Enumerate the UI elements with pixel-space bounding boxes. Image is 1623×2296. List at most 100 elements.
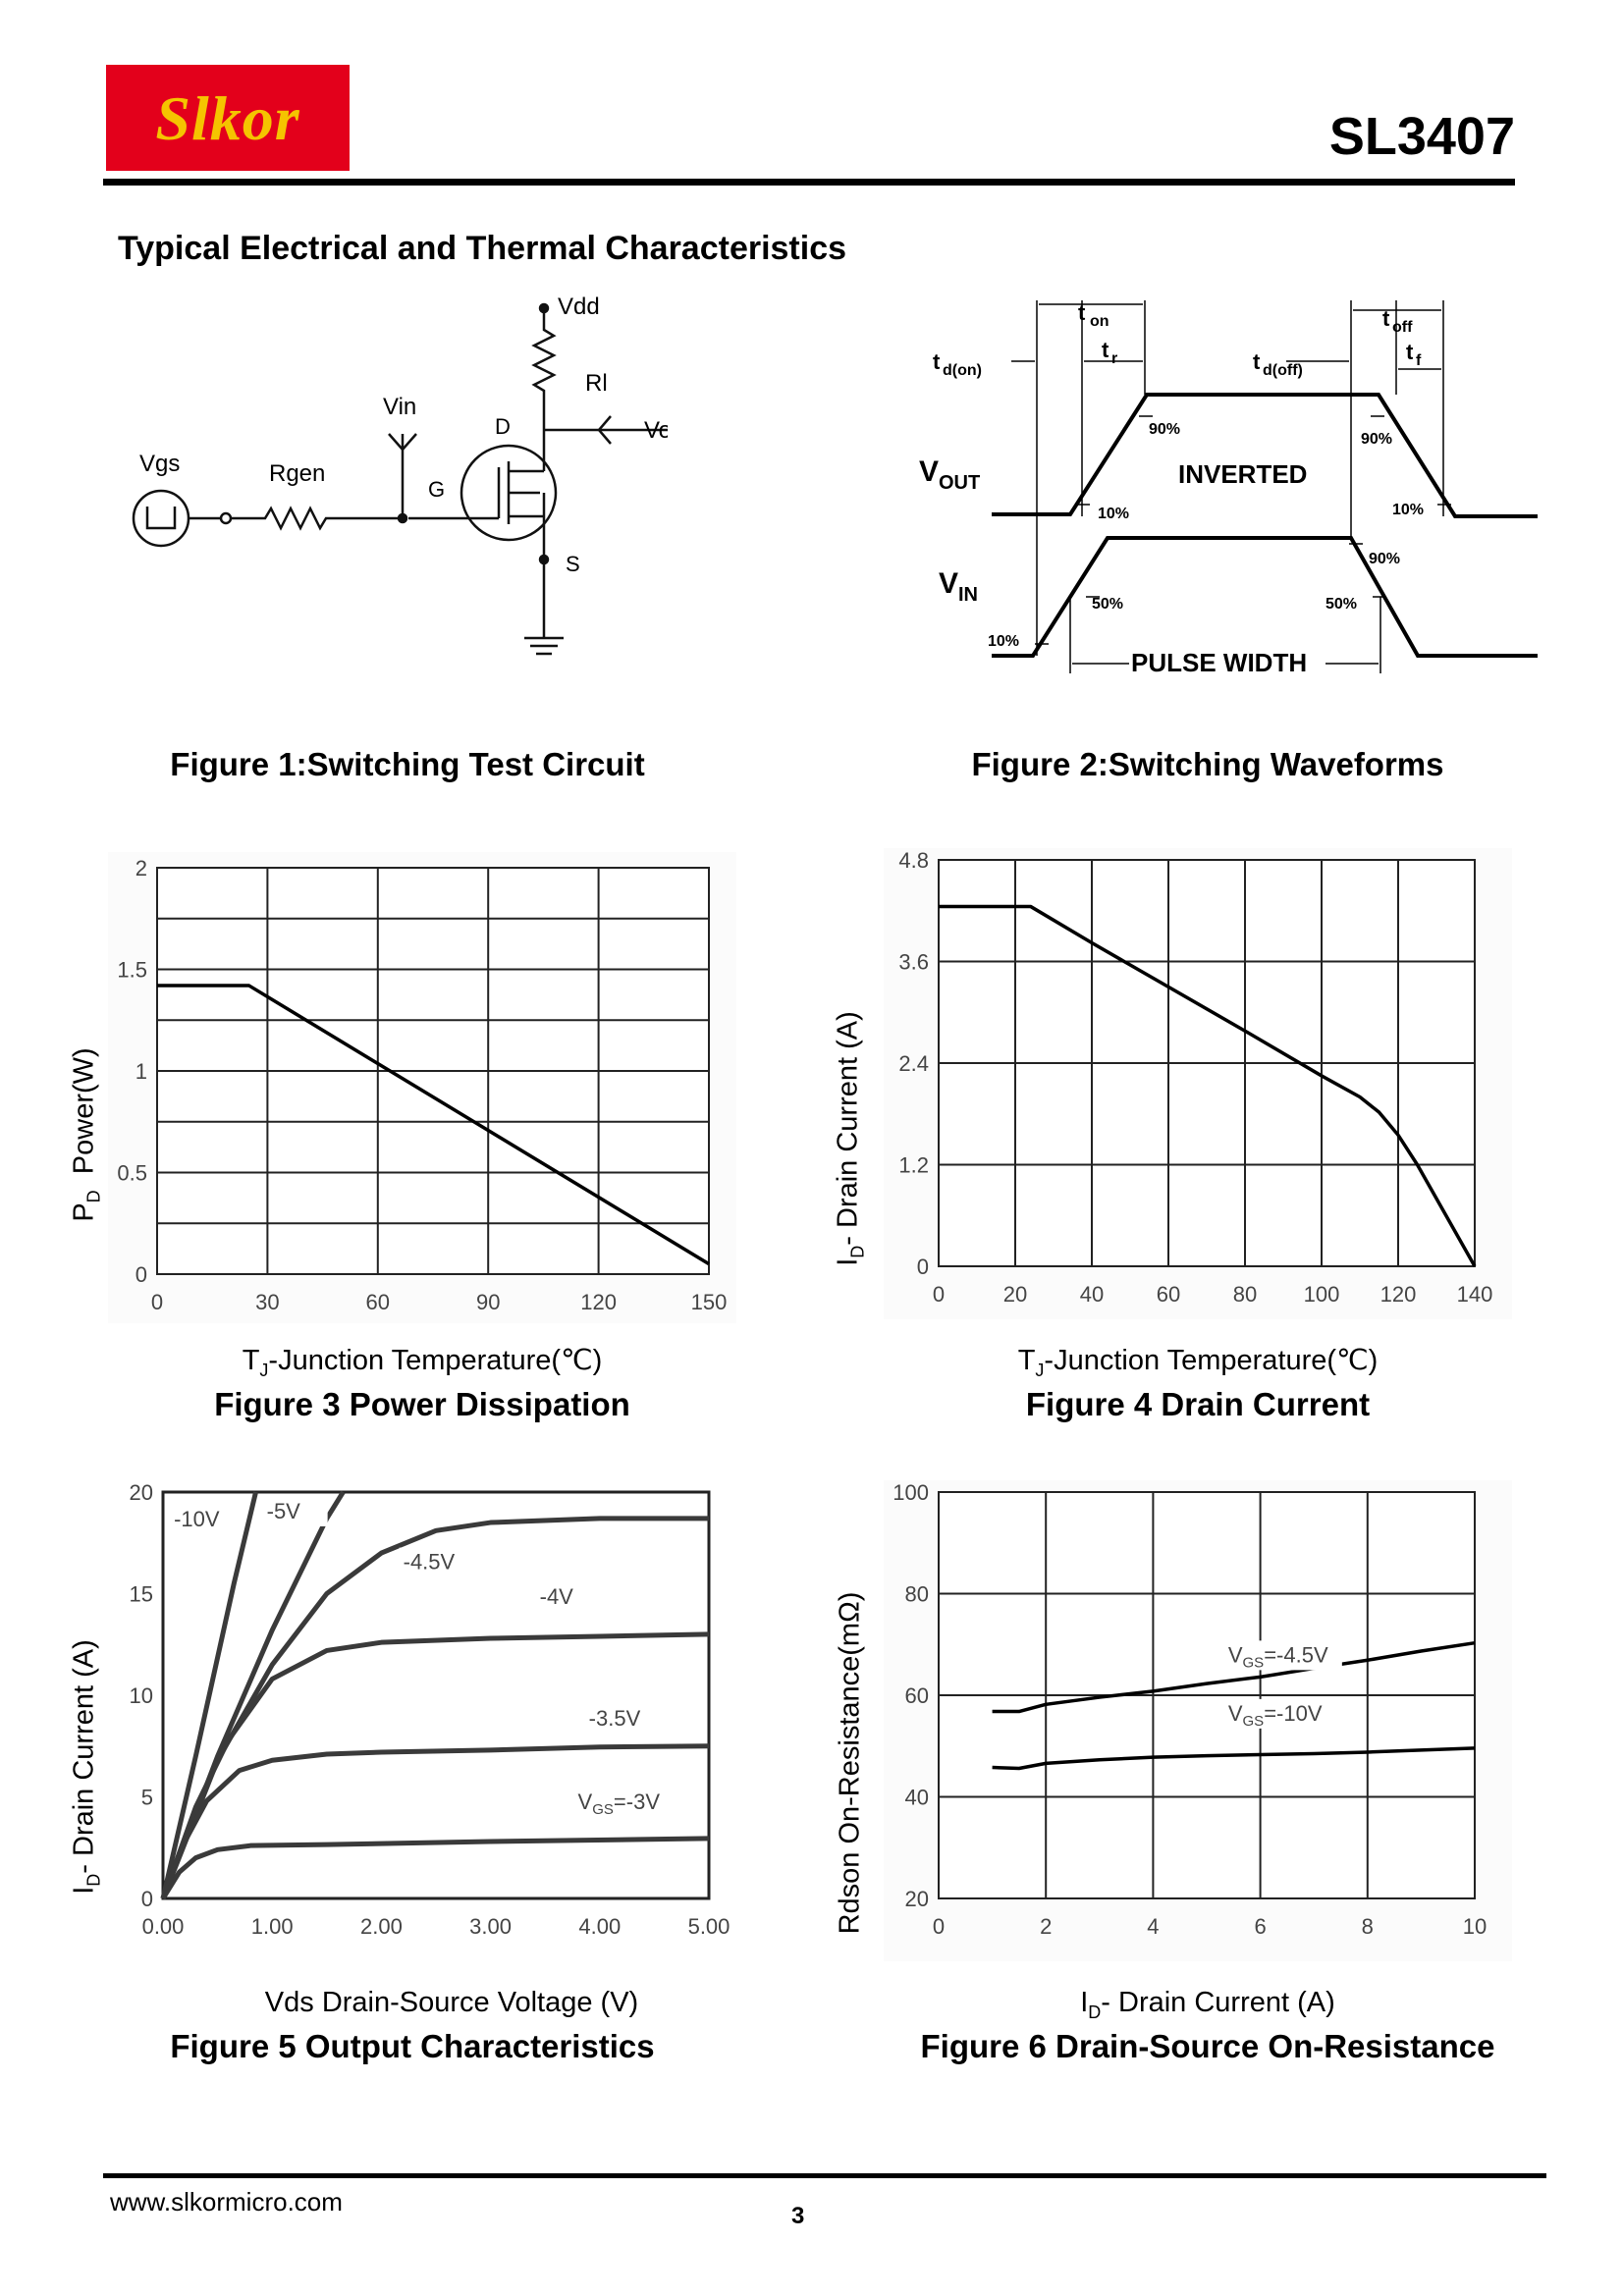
y-tick-label: 40 (905, 1786, 929, 1810)
label-10-fall: 10% (1392, 502, 1424, 518)
series-label-bg (170, 1505, 236, 1535)
fig3-ylabel: PD Power(W) (69, 1047, 105, 1221)
y-tick-label: 3.6 (898, 950, 929, 975)
label-tr: t (1102, 338, 1109, 362)
x-tick-label: 120 (1380, 1282, 1417, 1307)
fig3-ylabel-wrap: PD Power(W) (67, 1037, 106, 1233)
figure4-caption: Figure 4 Drain Current (1025, 1386, 1371, 1422)
switching-waveforms: t on t r t d(on) t d(off) t off t f V OU… (919, 300, 1538, 677)
label-toff: t (1382, 306, 1390, 331)
series-label-bg (262, 1496, 328, 1526)
x-tick-label: 2 (1040, 1914, 1052, 1939)
fig5-xlabel: Vds Drain-Source Voltage (V) (264, 1987, 639, 2018)
label-50-fall: 50% (1325, 596, 1357, 613)
fig5-ylabel-wrap: ID- Drain Current (A) (67, 1639, 106, 1895)
y-tick-label: 1 (135, 1059, 147, 1084)
fig3-xlabel-sub: J (259, 1360, 269, 1380)
label-90-rise: 90% (1149, 421, 1180, 438)
label-90-vin: 90% (1369, 551, 1400, 567)
series-line (157, 984, 710, 1266)
fig3-ylabel-rest: Power(W) (68, 1047, 100, 1191)
y-tick-label: 0 (917, 1255, 929, 1279)
footer-rule (103, 2173, 1546, 2178)
y-tick-label: 80 (905, 1582, 929, 1607)
series-label: VGS=-4.5V (1228, 1642, 1328, 1671)
fig3-xlabel: TJ-Junction Temperature(℃) (108, 1343, 736, 1381)
label-tdon-sub: d(on) (943, 362, 982, 379)
x-tick-label: 2.00 (360, 1914, 403, 1939)
fig4-xlabel: TJ-Junction Temperature(℃) (884, 1343, 1512, 1381)
series-label: -4V (540, 1584, 574, 1609)
brand-logo: Slkor (106, 65, 350, 171)
section-title: Typical Electrical and Thermal Character… (118, 230, 847, 267)
series-label-bg (1223, 1640, 1342, 1671)
x-tick-label: 140 (1457, 1282, 1493, 1307)
fig4-xlabel-sub: J (1035, 1360, 1045, 1380)
fig3-xlabel-rest: -Junction Temperature(℃) (268, 1345, 603, 1376)
y-tick-label: 60 (905, 1683, 929, 1708)
label-toff-sub: off (1392, 319, 1413, 336)
x-tick-label: 150 (691, 1290, 728, 1314)
x-tick-label: 10 (1463, 1914, 1487, 1939)
x-tick-label: 0 (933, 1914, 945, 1939)
label-ton-sub: on (1090, 313, 1109, 330)
label-vgs: Vgs (139, 451, 180, 477)
fig6-xlabel-rest: - Drain Current (A) (1101, 1987, 1335, 2018)
x-tick-label: 120 (580, 1290, 617, 1314)
label-drain: D (495, 414, 511, 439)
series-label: VGS=-3V (578, 1789, 661, 1818)
output-characteristics-chart: 0.00 1.00 2.00 3.00 4.00 5.00 0 5 10 15 20 -10V -5V -… (130, 1482, 730, 1939)
label-vin: Vin (383, 394, 416, 420)
label-vin-wave-sub: IN (958, 584, 978, 606)
y-tick-label: 10 (130, 1683, 153, 1708)
fig4-xlabel-rest: -Junction Temperature(℃) (1044, 1345, 1379, 1376)
y-tick-label: 0.5 (117, 1161, 147, 1186)
y-tick-label: 4.8 (898, 848, 929, 873)
page-number: 3 (791, 2203, 805, 2229)
y-tick-label: 0 (135, 1262, 147, 1287)
y-tick-label: 2.4 (898, 1051, 929, 1076)
label-tf: t (1406, 340, 1414, 364)
fig6-xlabel: ID- Drain Current (A) (893, 1987, 1522, 2023)
fig3-xlabel-main: T (242, 1345, 260, 1376)
series-label: -4.5V (404, 1550, 456, 1575)
label-source: S (566, 552, 580, 576)
label-tr-sub: r (1111, 350, 1117, 367)
label-gate: G (428, 477, 445, 502)
x-tick-label: 5.00 (688, 1914, 730, 1939)
x-tick-label: 0.00 (142, 1914, 185, 1939)
series-label-bg (573, 1787, 669, 1817)
label-tdoff-sub: d(off) (1263, 362, 1303, 379)
series-line (160, 1631, 710, 1899)
label-vout: Vout (644, 417, 668, 444)
label-ton: t (1078, 300, 1086, 325)
drain-current-chart: 0 20 40 60 80 100 120 140 0 1.2 2.4 3.6 4.8 (884, 848, 1512, 1319)
series-label: -5V (267, 1499, 301, 1523)
label-50-rise: 50% (1092, 596, 1123, 613)
figure2-caption: Figure 2:Switching Waveforms (971, 746, 1444, 782)
series-label-bg (535, 1581, 601, 1612)
x-tick-label: 60 (366, 1290, 390, 1314)
fig5-ylabel-rest: - Drain Current (A) (68, 1639, 100, 1874)
x-tick-label: 100 (1304, 1282, 1340, 1307)
header-rule (103, 179, 1515, 186)
label-vout-wave-sub: OUT (939, 472, 980, 494)
x-tick-label: 6 (1254, 1914, 1266, 1939)
fig3-ylabel-sub: D (83, 1190, 104, 1203)
series-line (992, 1746, 1476, 1771)
x-tick-label: 60 (1157, 1282, 1180, 1307)
y-tick-label: 2 (135, 856, 147, 881)
fig4-ylabel-wrap: ID- Drain Current (A) (831, 1011, 870, 1266)
label-inverted: INVERTED (1178, 459, 1307, 489)
series-label: VGS=-10V (1228, 1701, 1323, 1730)
label-10-rise: 10% (1098, 506, 1129, 522)
y-tick-label: 20 (130, 1482, 153, 1505)
y-tick-label: 1.2 (898, 1153, 929, 1178)
label-vdd: Vdd (558, 294, 600, 320)
fig4-ylabel-sub: D (847, 1245, 868, 1258)
footer-url[interactable]: www.slkormicro.com (110, 2187, 343, 2216)
power-dissipation-chart: 0 30 60 90 120 150 0 0.5 1 1.5 2 (108, 852, 736, 1323)
label-tdoff: t (1253, 349, 1261, 374)
fig6-ylabel-wrap: Rdson On-Resistance(mΩ) (831, 1592, 870, 1935)
fig4-ylabel: ID- Drain Current (A) (833, 1011, 869, 1266)
